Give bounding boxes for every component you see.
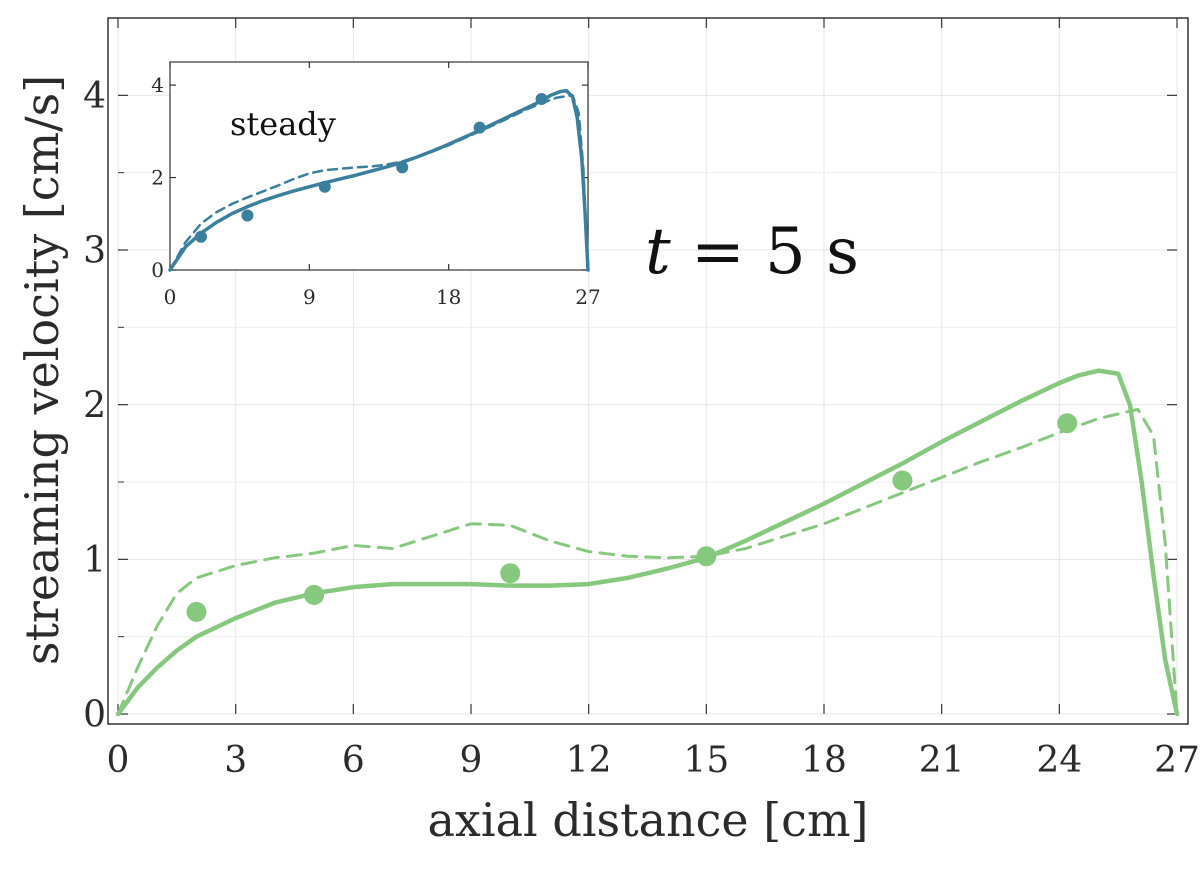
inset-steady-label: steady bbox=[230, 105, 336, 143]
main-data-point bbox=[186, 601, 207, 622]
main-x-tick-labels: 0 3 6 9 12 15 18 21 24 27 bbox=[107, 740, 1200, 781]
main-x-tick-label: 0 bbox=[107, 740, 130, 781]
main-data-point bbox=[892, 470, 913, 491]
main-x-tick-label: 18 bbox=[801, 740, 847, 781]
main-x-tick-label: 3 bbox=[224, 740, 247, 781]
main-ticks bbox=[117, 18, 1178, 715]
x-axis-title: axial distance [cm] bbox=[427, 793, 868, 847]
main-data-point bbox=[304, 584, 325, 605]
time-annotation-value: = 5 s bbox=[671, 215, 859, 289]
inset-data-point bbox=[194, 230, 207, 243]
y-axis-title: streaming velocity [cm/s] bbox=[15, 75, 69, 665]
main-data-point bbox=[500, 563, 521, 584]
main-x-tick-label: 12 bbox=[566, 740, 612, 781]
main-y-tick-label: 1 bbox=[83, 540, 106, 581]
inset-x-tick-label: 0 bbox=[164, 285, 177, 309]
main-y-tick-label: 3 bbox=[83, 231, 106, 272]
inset-y-tick-label: 4 bbox=[151, 73, 164, 97]
main-y-tick-label: 0 bbox=[83, 695, 106, 736]
main-x-tick-label: 6 bbox=[342, 740, 365, 781]
inset-y-tick-labels: 0 2 4 bbox=[151, 73, 164, 282]
inset-x-tick-label: 9 bbox=[303, 285, 316, 309]
inset-data-point bbox=[535, 92, 548, 105]
main-data-point bbox=[696, 546, 717, 567]
inset-data-point bbox=[241, 209, 254, 222]
inset-x-tick-label: 18 bbox=[436, 285, 461, 309]
inset-markers bbox=[194, 92, 548, 243]
main-y-tick-labels: 0 1 2 3 4 bbox=[83, 76, 106, 736]
inset-y-tick-label: 0 bbox=[151, 258, 164, 282]
inset-y-tick-label: 2 bbox=[151, 166, 164, 190]
inset-data-point bbox=[473, 121, 486, 134]
inset-data-point bbox=[396, 161, 409, 174]
main-x-tick-label: 15 bbox=[683, 740, 729, 781]
main-data-point bbox=[1057, 413, 1078, 434]
main-markers bbox=[186, 413, 1078, 622]
main-y-tick-label: 2 bbox=[83, 385, 106, 426]
inset-x-tick-labels: 0 9 18 27 bbox=[164, 285, 601, 309]
main-x-tick-label: 21 bbox=[919, 740, 965, 781]
main-x-tick-label: 24 bbox=[1036, 740, 1082, 781]
main-x-tick-label: 9 bbox=[460, 740, 483, 781]
time-annotation: t = 5 s bbox=[645, 215, 859, 289]
inset-plot: 0 9 18 27 0 2 4 steady bbox=[151, 61, 601, 309]
inset-x-tick-label: 27 bbox=[575, 285, 600, 309]
main-y-tick-label: 4 bbox=[83, 76, 106, 117]
time-annotation-variable: t bbox=[645, 215, 671, 289]
inset-data-point bbox=[318, 180, 331, 193]
main-x-tick-label: 27 bbox=[1154, 740, 1200, 781]
main-dashed-series-line bbox=[116, 407, 1179, 716]
